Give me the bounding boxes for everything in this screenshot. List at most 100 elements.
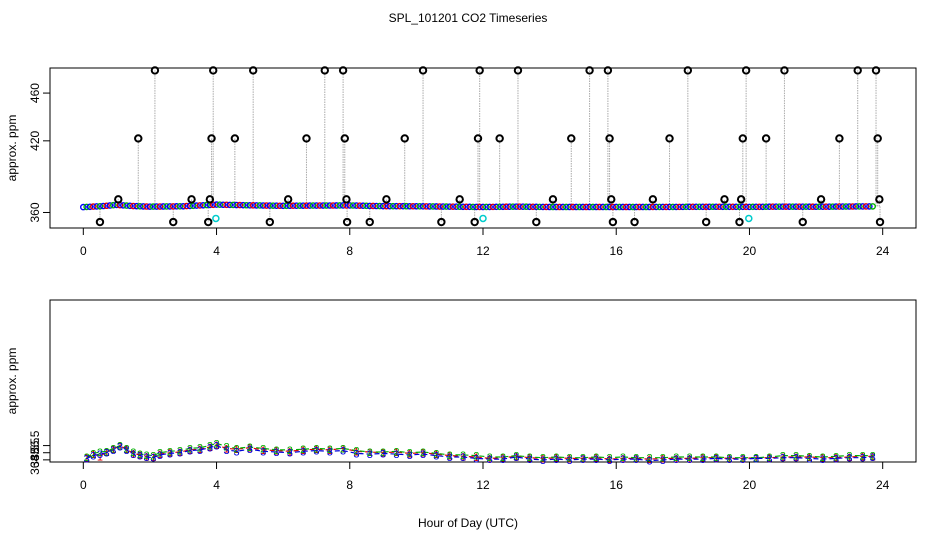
baseline-point xyxy=(509,203,517,210)
outlier-point xyxy=(875,217,885,227)
baseline-point xyxy=(559,203,567,211)
baseline-point xyxy=(596,203,603,211)
series-1-marker: 1 xyxy=(90,449,96,461)
outlier-point xyxy=(683,66,693,75)
baseline-point xyxy=(213,201,220,208)
series-1-marker: 1 xyxy=(686,453,692,465)
baseline-point xyxy=(782,203,790,210)
baseline-point xyxy=(169,203,177,210)
baseline-point xyxy=(146,203,154,210)
series-3-marker: 3 xyxy=(646,456,652,468)
baseline-point xyxy=(413,202,420,210)
baseline-point xyxy=(229,201,237,209)
baseline-point xyxy=(506,203,513,210)
outlier-point xyxy=(230,134,240,143)
series-2-marker: 2 xyxy=(407,448,413,460)
series-1-marker: 1 xyxy=(620,453,626,465)
baseline-point xyxy=(289,202,297,210)
series-1-marker: 1 xyxy=(393,447,399,459)
baseline-point xyxy=(572,203,580,211)
outlier-point xyxy=(338,66,348,75)
baseline-point xyxy=(389,202,397,210)
baseline-point xyxy=(489,203,497,211)
baseline-point xyxy=(493,203,500,211)
series-1-marker: 1 xyxy=(187,445,193,457)
series-2-marker: 2 xyxy=(620,452,626,464)
bottom-panel-co2-detail: approx. ppm 0 4 8 12 16 20 24 364.5385.5386.5 … xyxy=(5,299,917,492)
outlier-point xyxy=(207,134,216,143)
series-1-marker: 1 xyxy=(726,453,732,465)
series-1-marker: 1 xyxy=(833,453,839,465)
baseline-point xyxy=(276,202,284,210)
outlier-point xyxy=(548,195,558,204)
baseline-point xyxy=(726,203,733,211)
baseline-point xyxy=(869,203,877,210)
baseline-point xyxy=(546,203,553,211)
baseline-point xyxy=(626,203,633,211)
series-2-marker: 2 xyxy=(460,450,466,462)
series-1-marker: 1 xyxy=(260,445,266,457)
baseline-point xyxy=(532,203,540,211)
series-2-marker: 2 xyxy=(84,452,90,464)
baseline-point xyxy=(772,203,780,210)
outlier-point xyxy=(204,217,213,227)
baseline-point xyxy=(762,203,770,211)
series-2-marker: 2 xyxy=(726,453,732,465)
series-2-marker: 2 xyxy=(130,447,136,459)
baseline-point xyxy=(802,203,810,211)
series-1-marker: 1 xyxy=(660,453,666,465)
outlier-point xyxy=(169,217,178,227)
baseline-point xyxy=(469,203,477,211)
baseline-point xyxy=(326,202,334,209)
outlier-point xyxy=(302,134,311,143)
series-2-marker: 2 xyxy=(340,443,346,455)
series-3-marker: 3 xyxy=(273,447,279,459)
series-3-marker: 3 xyxy=(487,454,493,466)
series-3-marker: 3 xyxy=(740,454,746,466)
series-3-marker: 3 xyxy=(90,451,96,463)
baseline-point xyxy=(486,203,493,211)
series-3-marker: 3 xyxy=(447,452,453,464)
series-2-marker: 2 xyxy=(223,441,229,453)
outlier-point xyxy=(418,66,428,75)
baseline-point xyxy=(606,203,613,211)
series-3-marker: 3 xyxy=(846,453,852,465)
baseline-point xyxy=(789,203,797,210)
baseline-point xyxy=(96,202,104,210)
baseline-point xyxy=(719,203,727,211)
baseline-point xyxy=(419,203,427,210)
bottom-panel-frame xyxy=(49,299,917,463)
series-2-marker: 2 xyxy=(380,447,386,459)
baseline-point xyxy=(526,203,533,211)
outlier-point xyxy=(114,195,123,204)
baseline-point xyxy=(123,202,130,209)
outlier-point xyxy=(248,66,258,75)
series-3-marker: 3 xyxy=(223,445,229,457)
series-2-marker: 2 xyxy=(540,453,546,465)
baseline-point xyxy=(83,203,90,211)
baseline-point xyxy=(313,202,320,209)
series-3-marker: 3 xyxy=(527,454,533,466)
outlier-point xyxy=(95,217,105,227)
bottom-y-tick-label: 364.5 xyxy=(28,445,42,475)
baseline-point xyxy=(456,203,463,211)
series-2-marker: 2 xyxy=(846,451,852,463)
baseline-point xyxy=(812,203,820,211)
series-1-marker: 1 xyxy=(367,447,373,459)
baseline-point xyxy=(279,202,287,210)
baseline-point xyxy=(679,203,687,211)
top-y-tick-label: 460 xyxy=(28,83,42,103)
series-2-marker: 2 xyxy=(420,447,426,459)
series-3-marker: 3 xyxy=(793,453,799,465)
baseline-point xyxy=(836,203,843,210)
baseline-point xyxy=(299,202,307,209)
outlier-point xyxy=(265,217,275,227)
series-2-marker: 2 xyxy=(500,452,506,464)
baseline-point xyxy=(736,203,743,211)
baseline-point xyxy=(439,203,447,210)
series-3-marker: 3 xyxy=(500,454,506,466)
series-3-marker: 3 xyxy=(766,453,772,465)
series-3-marker: 3 xyxy=(110,445,116,457)
top-panel-x-axis: 0 4 8 12 16 20 24 xyxy=(80,228,890,258)
